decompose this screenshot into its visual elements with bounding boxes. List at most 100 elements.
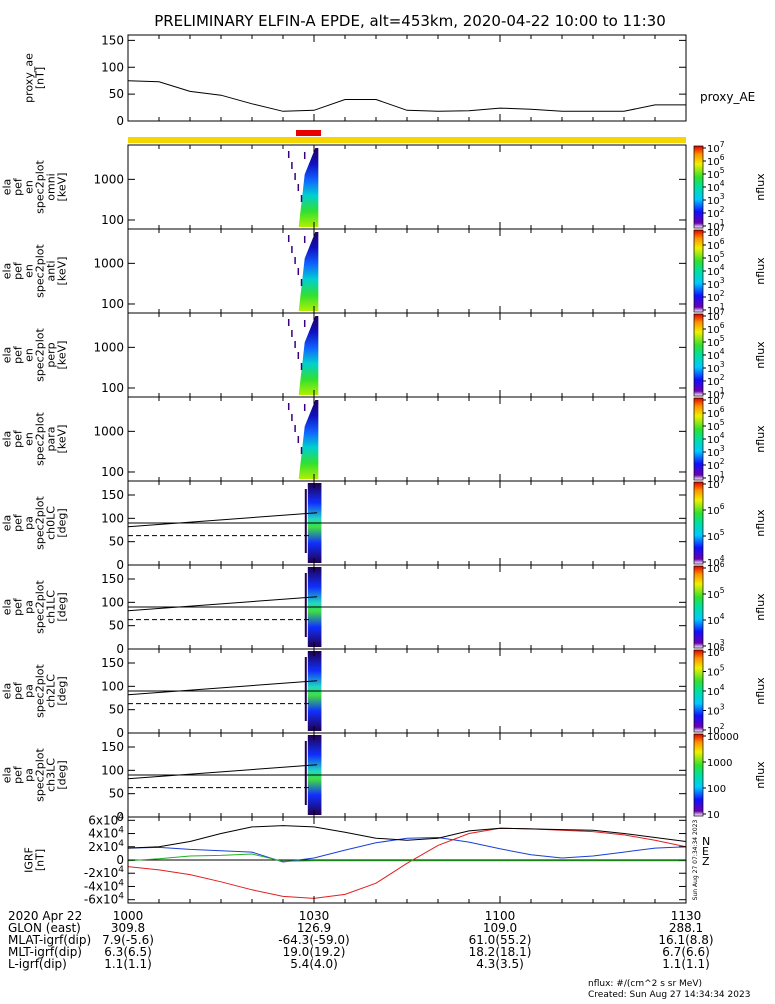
y-tick-label: 0 [116,853,124,867]
colorbar-tick-label: 106 [707,405,725,420]
footer-row-value: 309.8 [111,921,145,935]
y-tick-label: -4x104 [84,878,124,893]
colorbar-tick-label: 104 [707,179,725,194]
y-tick-label: 50 [109,787,124,801]
y-tick-label: 150 [101,572,124,586]
y-tick-label: 0 [116,558,124,572]
y-axis-label: pa [23,768,36,782]
footer-row-value: 1030 [299,909,330,923]
flux-speck [300,363,303,370]
footer-row-value: 19.0(19.2) [283,945,346,959]
flux-speck [291,330,293,337]
y-axis-label: proxy_ae [23,53,36,103]
y-tick-label: 100 [101,381,124,395]
y-axis-label: ela [1,179,14,196]
colorbar-label: nflux [754,173,767,201]
footer-row-label: MLAT-igrf(dip) [8,933,91,947]
colorbar-tick-label: 104 [707,431,725,446]
colorbar-label: nflux [754,761,767,789]
y-tick-label: 100 [101,465,124,479]
y-axis-label: ela [1,431,14,448]
y-axis-label: ela [1,767,14,784]
y-tick-label: -2x104 [84,865,124,880]
colorbar-tick-label: 105 [707,586,725,601]
y-axis-label: ela [1,347,14,364]
flux-speck [303,152,306,159]
flux-speck [303,236,306,243]
colorbar-tick-label: 103 [707,638,725,653]
flux-burst [298,400,319,479]
colorbar-tick-label: 102 [707,722,725,737]
colorbar-tick-label: 105 [707,250,725,265]
colorbar-tick-label: 105 [707,166,725,181]
footer-row-value: 16.1(8.8) [658,933,713,947]
igrf-legend-Z: Z [702,855,710,868]
colorbar-tick-label: 107 [707,476,725,491]
y-axis-label: spec2plot [34,412,47,466]
y-axis-label: [keV] [56,341,69,370]
flux-speck [300,195,303,202]
y-tick-label: 50 [109,619,124,633]
flux-speck [287,235,290,242]
loss-cone-line [127,764,318,780]
flux-edge [304,741,307,805]
y-axis-label: spec2plot [34,328,47,382]
footer-row-label: GLON (east) [8,921,81,935]
footer-row-label: MLT-igrf(dip) [8,945,82,959]
y-axis-label: [deg] [56,508,69,537]
y-axis-label: spec2plot [34,580,47,634]
y-axis-label: pef [12,681,25,700]
footer-row-value: 1100 [485,909,516,923]
y-axis-label: ela [1,263,14,280]
loss-cone-line [127,596,318,612]
y-axis-label: [nT] [34,67,47,89]
footer-row-value: 126.9 [297,921,331,935]
footer-row-value: 61.0(55.2) [469,933,532,947]
flux-speck [297,184,300,191]
colorbar-tick-label: 102 [707,373,725,388]
y-tick-label: 1000 [93,424,124,438]
colorbar-tick-label: 105 [707,418,725,433]
flux-speck [303,320,306,327]
colorbar [693,733,704,817]
panel-pa-ch1: 103 104 105 106 nflux 0 50 100 150 elapefpaspec2p… [1,560,768,656]
flux-speck [287,319,290,326]
footer-row-value: 109.0 [483,921,517,935]
colorbar-tick-label: 104 [707,263,725,278]
y-axis-label: pa [23,600,36,614]
colorbar-tick-label: 104 [707,683,725,698]
y-axis-label: spec2plot [34,748,47,802]
panel-frame [127,144,687,230]
y-axis-label: pef [12,765,25,784]
y-tick-label: 1000 [93,256,124,270]
y-axis-label: [deg] [56,592,69,621]
y-axis-label: spec2plot [34,496,47,550]
colorbar-label: nflux [754,509,767,537]
colorbar-tick-label: 1000 [707,758,732,769]
y-axis-label: pef [12,513,25,532]
y-tick-label: 150 [101,656,124,670]
y-tick-label: 50 [109,703,124,717]
flux-burst [298,148,319,227]
footer-row-label: 2020 Apr 22 [8,909,82,923]
footer-row-value: 1.1(1.1) [662,957,710,971]
flux-speck [287,403,290,410]
colorbar-tick-label: 100 [707,784,726,795]
colorbar-tick-label: 106 [707,502,725,517]
y-tick-label: 100 [101,297,124,311]
colorbar [693,397,704,481]
colorbar-label: nflux [754,341,767,369]
colorbar-tick-label: 101 [707,218,725,233]
panel-pa-ch3: 10 100 1000 10000 nflux 0 50 100 150 elapefpaspec… [1,732,768,824]
y-tick-label: 100 [101,511,124,525]
igrf-legend-E: E [702,845,709,858]
colorbar-tick-label: 103 [707,360,725,375]
y-tick-label: 100 [101,213,124,227]
y-axis-label: pa [23,684,36,698]
y-tick-label: 100 [101,763,124,777]
flux-speck [297,352,300,359]
